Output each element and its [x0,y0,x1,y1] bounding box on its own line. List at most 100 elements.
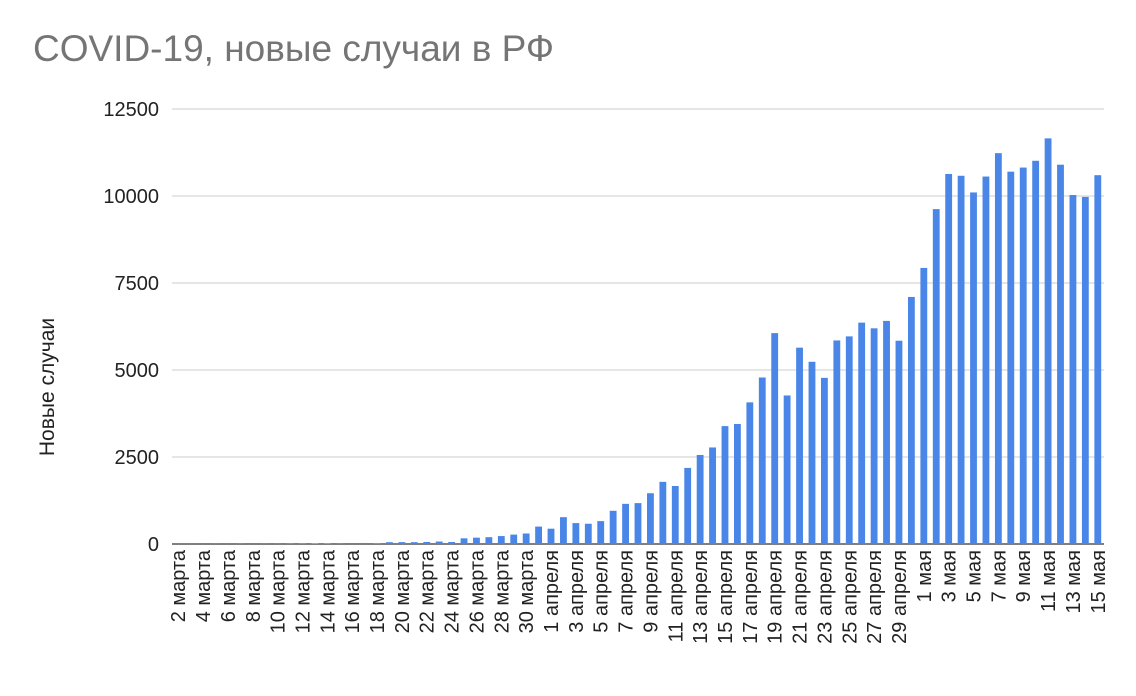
bar [572,523,580,544]
x-tick-label: 3 апреля [566,550,588,633]
bar [609,510,617,544]
bar [796,347,803,544]
bar [858,322,866,544]
bar [709,447,716,544]
x-tick-label: 29 апреля [889,550,911,644]
bar [907,296,915,544]
bar [647,493,654,544]
x-tick-labels: 2 марта 4 марта 6 марта 8 марта 10 марта 12 м… [168,549,1110,644]
bar [920,267,928,544]
bar [560,517,567,544]
bar [1019,167,1027,544]
x-tick-label: 25 апреля [839,550,861,644]
bar [1081,196,1089,544]
x-tick-label: 22 марта [417,549,439,633]
x-tick-label: 20 марта [392,549,414,633]
bar [373,543,381,544]
bar [684,467,692,544]
bar [522,533,530,544]
bar [845,336,853,544]
x-tick-label: 9 мая [1013,550,1035,602]
bar [386,542,393,544]
bar [1032,160,1040,544]
x-tick-label: 10 марта [268,549,290,633]
bar [721,426,729,544]
x-tick-label: 7 апреля [616,550,638,633]
bar [1057,164,1064,544]
bar [547,528,555,544]
x-tick-label: 24 марта [442,549,464,633]
bar [696,454,704,544]
bar [883,320,890,544]
x-tick-label: 23 апреля [814,550,836,644]
bar [497,536,505,544]
bar [361,542,369,544]
bar [1044,138,1052,544]
x-tick-label: 26 марта [466,549,488,633]
bar [970,192,977,544]
x-tick-label: 16 марта [342,549,364,633]
bar [945,173,953,544]
bar [634,503,642,544]
bar [1094,175,1102,544]
x-tick-label: 1 апреля [541,550,563,633]
bar [820,377,828,544]
bar [994,153,1002,544]
bar [746,402,754,544]
bar [398,542,406,544]
bar [671,485,679,544]
x-tick-label: 13 апреля [690,550,712,644]
y-tick-label: 10000 [103,186,159,208]
y-tick-labels: 0 2500 5000 7500 10000 12500 [103,99,159,556]
x-tick-label: 11 апреля [665,550,687,642]
bar [348,542,356,544]
x-tick-label: 6 марта [218,549,240,622]
x-tick-label: 7 мая [988,550,1010,602]
x-tick-label: 12 марта [292,549,314,633]
x-tick-label: 13 мая [1063,550,1085,614]
bar [410,542,418,544]
bar [473,537,480,544]
bar [535,526,542,544]
bar [510,534,518,544]
bar [659,481,667,544]
y-tick-label: 2500 [115,447,160,469]
bar [1007,171,1015,545]
x-tick-label: 14 марта [317,549,339,633]
bar [833,340,841,544]
bar [435,541,443,544]
x-tick-label: 30 марта [516,549,538,633]
x-tick-label: 9 апреля [640,550,662,633]
bar [771,333,779,544]
x-tick-label: 15 мая [1088,550,1110,614]
x-tick-label: 11 мая [1038,550,1060,612]
bar [895,340,903,544]
bar [734,424,741,544]
x-tick-label: 21 апреля [790,550,812,644]
x-tick-label: 27 апреля [864,550,886,644]
x-tick-label: 28 марта [491,549,513,633]
bar [584,523,592,544]
chart-title: COVID-19, новые случаи в РФ [33,28,555,69]
x-tick-label: 5 мая [964,550,986,602]
x-tick-label: 1 мая [914,550,936,602]
x-tick-label: 19 апреля [765,550,787,644]
bar [448,542,456,544]
y-tick-label: 5000 [115,360,160,382]
bar [932,209,940,544]
y-tick-label: 0 [148,534,159,556]
x-tick-label: 4 марта [193,549,215,622]
x-tick-label: 5 апреля [591,550,613,633]
x-tick-label: 8 марта [243,549,265,622]
bar [485,537,493,544]
y-tick-label: 7500 [115,273,160,295]
y-axis-label: Новые случаи [36,318,59,456]
x-tick-label: 17 апреля [740,550,762,644]
bar [423,541,431,544]
bar [622,503,629,544]
x-tick-label: 15 апреля [715,550,737,644]
bar [870,328,878,544]
bar [460,538,468,544]
y-tick-label: 12500 [103,99,159,121]
